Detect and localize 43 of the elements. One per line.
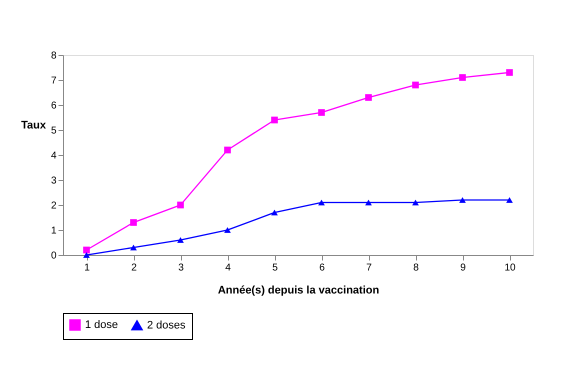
y-tick-label: 8 <box>50 50 57 62</box>
y-tick-label: 6 <box>50 100 57 112</box>
point <box>506 197 513 203</box>
y-axis-title: Taux <box>21 120 47 132</box>
x-tick-label: 10 <box>504 262 516 274</box>
point <box>412 82 419 88</box>
y-tick-label: 7 <box>50 76 57 86</box>
y-tick-label: 3 <box>50 176 57 186</box>
point <box>318 109 325 116</box>
x-tick-label: 7 <box>366 262 372 274</box>
point <box>83 246 90 254</box>
point <box>130 244 137 250</box>
x-tick-label: 6 <box>319 262 326 274</box>
point <box>459 74 466 81</box>
y-tick-label: 2 <box>50 200 57 212</box>
point <box>224 146 231 154</box>
point <box>412 200 419 206</box>
point <box>318 200 325 206</box>
point <box>506 69 513 76</box>
point <box>177 202 184 208</box>
y-tick-label: 1 <box>50 226 57 236</box>
x-tick-label: 3 <box>178 262 184 274</box>
point <box>365 94 372 101</box>
x-tick-label: 2 <box>131 262 138 274</box>
y-tick-label: 4 <box>50 150 57 162</box>
point <box>271 210 278 216</box>
legend-label: 2 doses <box>147 319 186 332</box>
x-tick-label: 8 <box>413 262 420 274</box>
point <box>130 219 137 226</box>
legend-label: 1 dose <box>85 319 118 331</box>
x-tick-label: 1 <box>84 262 90 274</box>
point <box>271 116 278 124</box>
x-tick-label: 5 <box>272 262 278 274</box>
point <box>224 227 231 233</box>
y-tick-label: 0 <box>50 250 57 262</box>
x-tick-label: 9 <box>460 262 466 274</box>
point <box>177 237 184 243</box>
y-tick-label: 5 <box>50 126 57 136</box>
point <box>365 200 372 206</box>
point <box>83 252 90 258</box>
x-axis-title: Année(s) depuis la vaccination <box>218 284 380 296</box>
x-tick-label: 4 <box>225 262 232 274</box>
point <box>459 197 466 203</box>
